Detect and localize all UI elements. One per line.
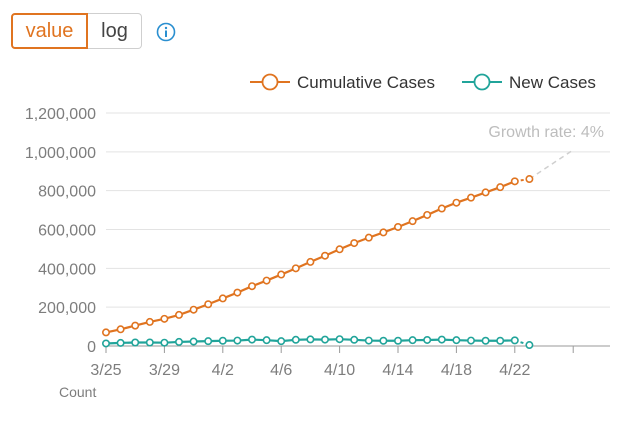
y-tick-label: 0 [87, 339, 96, 356]
data-point[interactable] [379, 228, 388, 237]
data-point[interactable] [525, 175, 534, 184]
legend: Cumulative Cases New Cases [250, 73, 596, 92]
data-point[interactable] [393, 336, 402, 345]
data-point[interactable] [131, 321, 140, 330]
data-point[interactable] [481, 336, 490, 345]
data-point[interactable] [481, 188, 490, 197]
data-point[interactable] [364, 233, 373, 242]
data-point[interactable] [218, 294, 227, 303]
data-point[interactable] [510, 336, 519, 345]
data-point[interactable] [233, 288, 242, 297]
info-icon[interactable] [156, 22, 176, 42]
data-point[interactable] [145, 317, 154, 326]
data-point[interactable] [364, 336, 373, 345]
data-point[interactable] [437, 204, 446, 213]
data-point[interactable] [466, 193, 475, 202]
data-point[interactable] [189, 305, 198, 314]
data-point[interactable] [423, 335, 432, 344]
data-point[interactable] [160, 314, 169, 323]
data-point[interactable] [233, 336, 242, 345]
growth-projection-line [528, 149, 574, 180]
series-cumulative-cases [102, 175, 534, 337]
x-tick-label: 4/6 [270, 362, 292, 379]
data-point[interactable] [452, 336, 461, 345]
data-point[interactable] [262, 336, 271, 345]
x-tick-label: 3/29 [149, 362, 180, 379]
y-tick-label: 1,200,000 [25, 106, 96, 123]
data-point[interactable] [466, 336, 475, 345]
data-point[interactable] [335, 245, 344, 254]
data-point[interactable] [204, 300, 213, 309]
data-point[interactable] [423, 210, 432, 219]
y-tick-label: 800,000 [38, 184, 96, 201]
data-point[interactable] [291, 335, 300, 344]
data-point[interactable] [408, 336, 417, 345]
data-point[interactable] [116, 338, 125, 347]
data-point[interactable] [291, 264, 300, 273]
data-point[interactable] [145, 338, 154, 347]
data-point[interactable] [102, 328, 111, 337]
data-point[interactable] [350, 335, 359, 344]
data-point[interactable] [350, 239, 359, 248]
y-tick-label: 400,000 [38, 261, 96, 278]
data-point[interactable] [175, 310, 184, 319]
log-scale-button[interactable]: log [88, 13, 142, 49]
legend-item-cumulative-cases[interactable]: Cumulative Cases [250, 73, 435, 92]
data-point[interactable] [320, 251, 329, 260]
data-point[interactable] [496, 183, 505, 192]
data-point[interactable] [102, 339, 111, 348]
legend-marker [473, 73, 491, 91]
data-point[interactable] [189, 337, 198, 346]
data-point[interactable] [262, 276, 271, 285]
data-point[interactable] [510, 177, 519, 186]
data-point[interactable] [248, 335, 257, 344]
data-point[interactable] [379, 336, 388, 345]
grid-lines [106, 112, 610, 347]
x-tick-label: 4/2 [212, 362, 234, 379]
data-point[interactable] [335, 335, 344, 344]
data-point[interactable] [452, 198, 461, 207]
data-point[interactable] [277, 270, 286, 279]
data-point[interactable] [437, 335, 446, 344]
y-axis-labels: 0 200,000 400,000 600,000 800,000 1,000,000 1,… [25, 106, 96, 356]
data-point[interactable] [160, 338, 169, 347]
x-axis-labels: 3/25 3/29 4/2 4/6 4/10 4/14 4/18 4/22 [90, 346, 574, 379]
legend-item-new-cases[interactable]: New Cases [462, 73, 596, 92]
data-point[interactable] [116, 325, 125, 334]
data-point[interactable] [408, 217, 417, 226]
series-new-cases [102, 335, 534, 350]
data-point[interactable] [218, 336, 227, 345]
data-point[interactable] [525, 341, 534, 350]
x-tick-label: 4/22 [499, 362, 530, 379]
x-tick-label: 4/14 [382, 362, 413, 379]
x-tick-label: 3/25 [90, 362, 121, 379]
data-point[interactable] [204, 337, 213, 346]
legend-label: Cumulative Cases [297, 73, 435, 92]
x-tick-label: 4/18 [441, 362, 472, 379]
data-point[interactable] [393, 222, 402, 231]
series-layer [102, 149, 574, 350]
data-point[interactable] [248, 282, 257, 291]
x-tick-label: 4/10 [324, 362, 355, 379]
scale-toggle: value log [11, 13, 142, 49]
data-point[interactable] [306, 257, 315, 266]
data-point[interactable] [496, 336, 505, 345]
y-axis-count-label: Count [59, 384, 96, 400]
y-tick-label: 200,000 [38, 300, 96, 317]
legend-marker [261, 73, 279, 91]
y-tick-label: 600,000 [38, 223, 96, 240]
value-scale-button[interactable]: value [11, 13, 88, 49]
legend-label: New Cases [509, 73, 596, 92]
y-tick-label: 1,000,000 [25, 145, 96, 162]
data-point[interactable] [175, 337, 184, 346]
growth-rate-label: Growth rate: 4% [488, 124, 604, 141]
data-point[interactable] [320, 335, 329, 344]
data-point[interactable] [277, 337, 286, 346]
data-point[interactable] [306, 335, 315, 344]
data-point[interactable] [131, 338, 140, 347]
